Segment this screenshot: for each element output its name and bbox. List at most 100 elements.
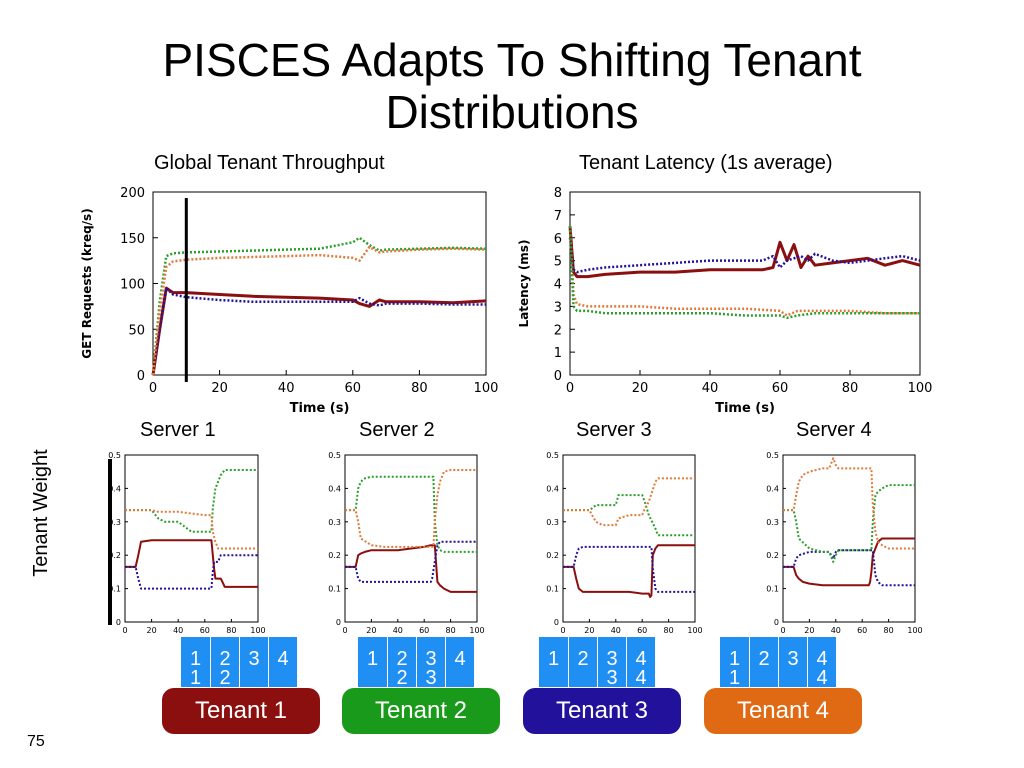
server-2-y-tick-label: 0.5 xyxy=(328,451,341,460)
latency-y-tick-label: 2 xyxy=(554,323,562,338)
slide-title-line-1: PISCES Adapts To Shifting Tenant xyxy=(162,34,862,86)
latency-series-tenant-2 xyxy=(568,226,920,320)
latency-x-axis-label: Time (s) xyxy=(715,401,775,416)
latency-y-tick-label: 6 xyxy=(554,232,562,247)
throughput-series-tenant-2 xyxy=(151,236,487,376)
server-1-x-tick-label: 20 xyxy=(147,626,157,635)
server-1-label: Server 1 xyxy=(140,419,216,441)
throughput-x-axis-label: Time (s) xyxy=(290,401,350,416)
tenant-4-box-2: 2 xyxy=(749,637,778,687)
server-1-y-tick-label: 0.5 xyxy=(108,451,121,460)
latency-series-tenant-1 xyxy=(568,226,921,279)
tenant-4-box-3: 3 xyxy=(778,637,807,687)
server-4-x-tick-label: 0 xyxy=(780,626,785,635)
server-4-x-tick-label: 20 xyxy=(804,626,814,635)
server-2-x-tick-label: 0 xyxy=(342,626,347,635)
server-2-x-tick-label: 100 xyxy=(469,626,484,635)
server-4-y-tick-label: 0.5 xyxy=(766,451,779,460)
server-2-y-tick-label: 0.4 xyxy=(328,484,341,493)
server-4-y-tick-label: 0.4 xyxy=(766,484,779,493)
latency-y-tick-label: 8 xyxy=(554,186,562,201)
server-3-x-tick-label: 40 xyxy=(611,626,621,635)
server-3-y-tick-label: 0.4 xyxy=(546,484,559,493)
slide-title-line-2: Distributions xyxy=(385,86,639,138)
server-1-x-tick-label: 0 xyxy=(122,626,127,635)
throughput-x-tick-label: 40 xyxy=(278,381,295,396)
latency-x-tick-label: 0 xyxy=(566,381,574,396)
throughput-plot-frame xyxy=(152,191,487,376)
server-4-x-tick-label: 100 xyxy=(907,626,922,635)
server-2-series-tenant-2 xyxy=(345,475,477,553)
server-4-x-tick-label: 80 xyxy=(884,626,894,635)
server-2-y-tick-label: 0.1 xyxy=(328,585,341,594)
tenant-3-box-1: 1 xyxy=(539,637,568,687)
throughput-x-tick-label: 80 xyxy=(411,381,428,396)
server-1-x-tick-label: 80 xyxy=(226,626,236,635)
server-4-x-tick-label: 60 xyxy=(857,626,867,635)
tenant-2-box-1: 1 xyxy=(358,637,387,687)
server-3-series-tenant-4 xyxy=(563,477,695,527)
throughput-series-tenant-4 xyxy=(151,245,487,376)
server-2-x-tick-label: 40 xyxy=(393,626,403,635)
server-2-series-tenant-1 xyxy=(345,544,477,593)
latency-series-tenant-4 xyxy=(568,226,920,317)
throughput-series-tenant-3 xyxy=(151,286,486,376)
server-4-y-tick-label: 0 xyxy=(774,618,779,627)
tenant-3-box-2: 2 xyxy=(568,637,597,687)
latency-y-axis-label: Latency (ms) xyxy=(517,240,531,328)
latency-y-tick-label: 3 xyxy=(554,300,562,315)
tenant-3-badge: Tenant 3 xyxy=(523,688,681,734)
server-1-series-tenant-1 xyxy=(125,539,258,588)
server-2-series-tenant-4 xyxy=(345,469,477,548)
latency-plot-frame xyxy=(569,191,921,376)
server-4-series-tenant-2 xyxy=(783,484,915,563)
server-1-x-tick-label: 60 xyxy=(200,626,210,635)
latency-y-tick-label: 4 xyxy=(554,278,562,293)
latency-x-tick-label: 60 xyxy=(772,381,789,396)
latency-series-tenant-3 xyxy=(568,237,921,274)
server-1-series-tenant-2 xyxy=(125,469,258,533)
server-1-y-tick-label: 0.1 xyxy=(108,585,121,594)
server-1-y-tick-label: 0.4 xyxy=(108,484,121,493)
server-1-y-tick-label: 0.2 xyxy=(108,551,121,560)
throughput-y-axis-label: GET Requests (kreq/s) xyxy=(80,208,94,358)
server-2-x-tick-label: 60 xyxy=(419,626,429,635)
tenant-weight-bracket xyxy=(108,459,112,625)
tenant-1-box-4: 4 xyxy=(268,637,297,687)
server-2-series-tenant-3 xyxy=(345,540,477,583)
slide-title: PISCES Adapts To Shifting Tenant Distrib… xyxy=(0,34,1024,138)
server-3-y-tick-label: 0.5 xyxy=(546,451,559,460)
server-3-label: Server 3 xyxy=(576,419,652,441)
latency-y-tick-label: 1 xyxy=(554,346,562,361)
server-3-x-tick-label: 80 xyxy=(664,626,674,635)
throughput-chart-title: Global Tenant Throughput xyxy=(154,152,385,174)
server-1-x-tick-label: 40 xyxy=(173,626,183,635)
latency-x-tick-label: 40 xyxy=(702,381,719,396)
throughput-x-tick-label: 100 xyxy=(474,381,499,396)
server-2-y-tick-label: 0.2 xyxy=(328,551,341,560)
latency-y-tick-label: 5 xyxy=(554,255,562,270)
tenant-1-box-3: 3 xyxy=(239,637,268,687)
server-4-label: Server 4 xyxy=(796,419,872,441)
server-1-y-tick-label: 0.3 xyxy=(108,518,121,527)
server-3-series-tenant-2 xyxy=(563,494,695,537)
server-4-series-tenant-4 xyxy=(783,457,915,550)
server-2-plot-frame xyxy=(344,454,478,623)
tenant-4-badge: Tenant 4 xyxy=(704,688,862,734)
server-2-y-tick-label: 0.3 xyxy=(328,518,341,527)
throughput-y-tick-label: 150 xyxy=(120,232,145,247)
throughput-y-tick-label: 0 xyxy=(137,369,145,384)
server-2-label: Server 2 xyxy=(359,419,435,441)
throughput-x-tick-label: 20 xyxy=(211,381,228,396)
tenant-1-badge: Tenant 1 xyxy=(162,688,320,734)
latency-chart-title: Tenant Latency (1s average) xyxy=(579,152,833,174)
server-3-plot-frame xyxy=(562,454,696,623)
server-2-y-tick-label: 0 xyxy=(336,618,341,627)
tenant-2-box-4: 4 xyxy=(445,637,474,687)
